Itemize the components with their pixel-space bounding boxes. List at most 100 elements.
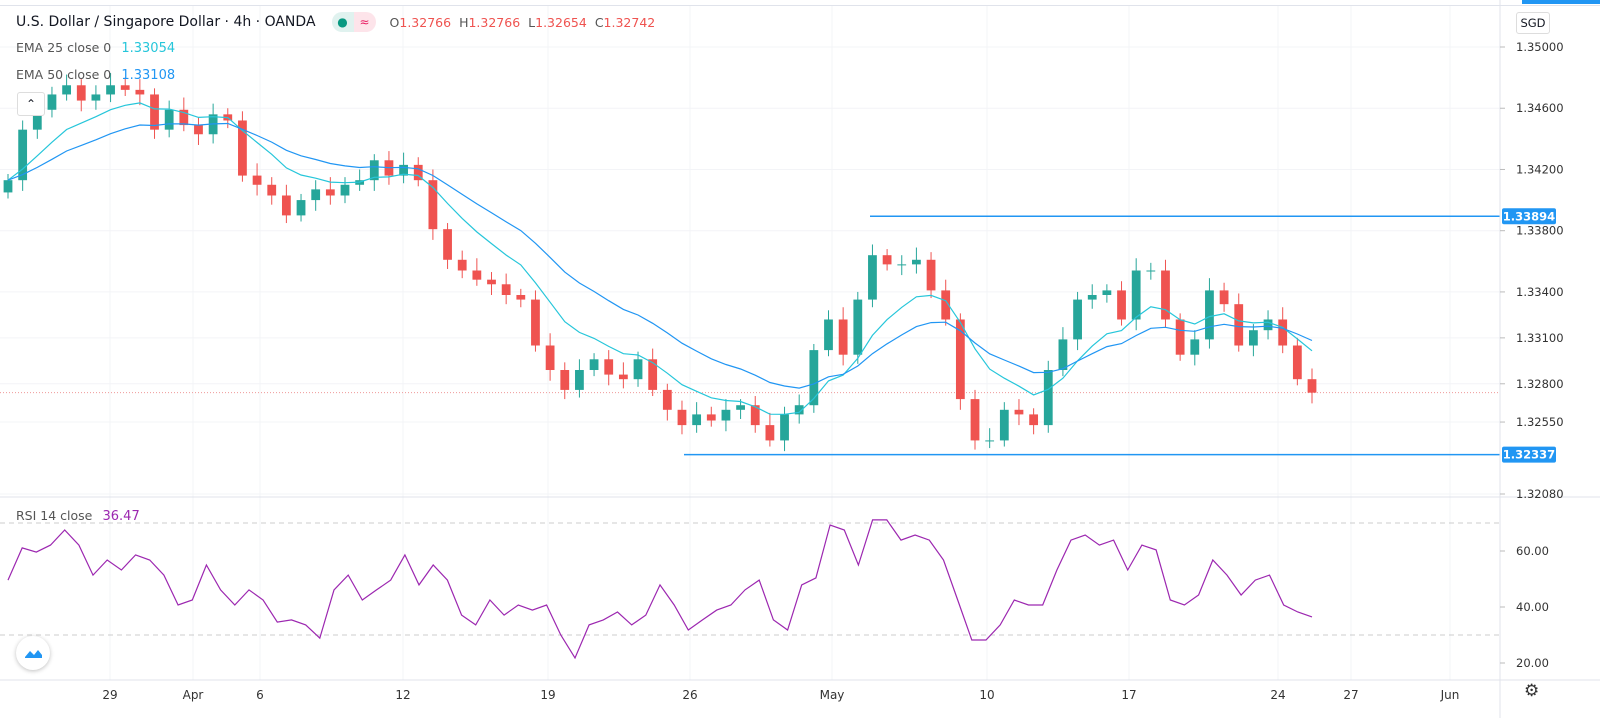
- candle-up: [369, 160, 379, 181]
- candle-up: [794, 405, 804, 415]
- ema25-line: [7, 102, 1313, 415]
- candle-up: [736, 405, 745, 410]
- ema25-legend[interactable]: EMA 25 close 0 1.33054: [16, 40, 175, 56]
- level-price-label: 1.33894: [1503, 209, 1555, 223]
- ema50-value: 1.33108: [121, 68, 176, 83]
- open-label: O: [389, 14, 400, 30]
- candle-down: [501, 284, 511, 295]
- candle-up: [575, 370, 584, 390]
- y-tick-label: 1.33400: [1516, 285, 1564, 299]
- candle-up: [340, 184, 350, 196]
- rsi-y-tick-label: 60.00: [1516, 544, 1549, 558]
- candle-up: [853, 299, 863, 355]
- candle-down: [457, 259, 467, 271]
- rsi-value: 36.47: [102, 509, 140, 524]
- ema50-legend[interactable]: EMA 50 close 0 1.33108: [16, 67, 175, 83]
- y-tick-label: 1.33100: [1516, 331, 1564, 345]
- high-label: H: [459, 14, 469, 30]
- rsi-y-tick-label: 40.00: [1516, 600, 1549, 614]
- candle-down: [179, 109, 189, 126]
- x-tick-label: 27: [1343, 688, 1358, 702]
- candle-down: [194, 125, 203, 135]
- horizontal-levels[interactable]: 1.33894 1.32337: [0, 208, 1556, 463]
- close-value: 1.32742: [603, 14, 656, 30]
- collapse-legend-button[interactable]: ⌃: [17, 92, 45, 116]
- symbol-title[interactable]: U.S. Dollar / Singapore Dollar · 4h · OA…: [16, 14, 316, 30]
- candle-down: [252, 175, 262, 185]
- rsi-label: RSI 14 close: [16, 508, 93, 523]
- candle-down: [443, 229, 452, 260]
- candle-up: [985, 440, 995, 442]
- candle-down: [838, 319, 848, 355]
- x-tick-label: 10: [979, 688, 994, 702]
- candle-down: [1292, 345, 1302, 380]
- candle-down: [1117, 290, 1126, 320]
- tradingview-logo-button[interactable]: [16, 636, 50, 670]
- grid: [0, 5, 1500, 680]
- candle-down: [281, 195, 291, 216]
- candle-up: [1248, 330, 1258, 346]
- level-price-tag: [1502, 208, 1556, 225]
- y-tick-label: 1.34600: [1516, 101, 1564, 115]
- candle-up: [1073, 299, 1082, 340]
- candle-down: [882, 255, 892, 265]
- candle-down: [1029, 414, 1039, 426]
- candle-up: [1205, 290, 1214, 340]
- candle-down: [648, 359, 658, 390]
- currency-button[interactable]: SGD: [1516, 12, 1550, 34]
- y-tick-label: 1.32080: [1516, 487, 1564, 501]
- x-tick-label: May: [820, 688, 845, 702]
- candle-up: [62, 85, 72, 95]
- candle-up: [18, 129, 28, 181]
- candle-down: [531, 299, 540, 346]
- candle-up: [912, 259, 921, 265]
- candle-down: [545, 345, 555, 371]
- candle-up: [897, 264, 907, 266]
- candle-up: [868, 255, 877, 300]
- y-tick-label: 1.34200: [1516, 162, 1564, 176]
- candle-down: [1278, 319, 1288, 346]
- candle-down: [76, 85, 86, 101]
- ema-lines: [7, 102, 1313, 415]
- candle-down: [765, 425, 775, 441]
- candle-up: [999, 409, 1009, 441]
- candle-down: [516, 294, 526, 300]
- candle-up: [311, 189, 321, 201]
- candle-up: [1058, 339, 1068, 371]
- candle-up: [1146, 270, 1156, 272]
- live-dot-icon: ●: [331, 12, 354, 32]
- rsi-legend[interactable]: RSI 14 close 36.47: [16, 508, 140, 524]
- candle-up: [32, 109, 42, 130]
- candle-down: [970, 399, 980, 441]
- candle-down: [618, 374, 628, 380]
- ema25-label: EMA 25 close 0: [16, 40, 112, 55]
- candle-down: [325, 189, 335, 196]
- candle-down: [472, 270, 482, 280]
- candle-up: [721, 409, 731, 421]
- candle-up: [1043, 370, 1053, 426]
- active-tab-indicator[interactable]: [1522, 0, 1600, 4]
- candle-up: [106, 85, 115, 95]
- status-pill[interactable]: ● ≈: [331, 12, 376, 32]
- candle-up: [1190, 339, 1200, 355]
- y-tick-label: 1.33800: [1516, 224, 1564, 238]
- low-label: L: [528, 14, 536, 30]
- x-tick-label: 17: [1121, 688, 1136, 702]
- candle-up: [809, 350, 819, 406]
- candle-down: [150, 94, 159, 130]
- candle-down: [955, 319, 965, 400]
- top-toolbar-strip: [0, 0, 1600, 6]
- y-tick-label: 1.32800: [1516, 377, 1564, 391]
- candle-down: [1161, 270, 1170, 320]
- candle-down: [750, 405, 760, 426]
- candle-down: [120, 85, 130, 90]
- candle-down: [413, 164, 423, 181]
- low-value: 1.32654: [535, 14, 587, 30]
- candle-up: [824, 319, 833, 351]
- candle-up: [91, 94, 101, 101]
- x-tick-label: 24: [1270, 688, 1285, 702]
- candle-down: [267, 184, 277, 196]
- candles: [3, 73, 1317, 452]
- settings-gear-icon[interactable]: ⚙: [1524, 681, 1540, 701]
